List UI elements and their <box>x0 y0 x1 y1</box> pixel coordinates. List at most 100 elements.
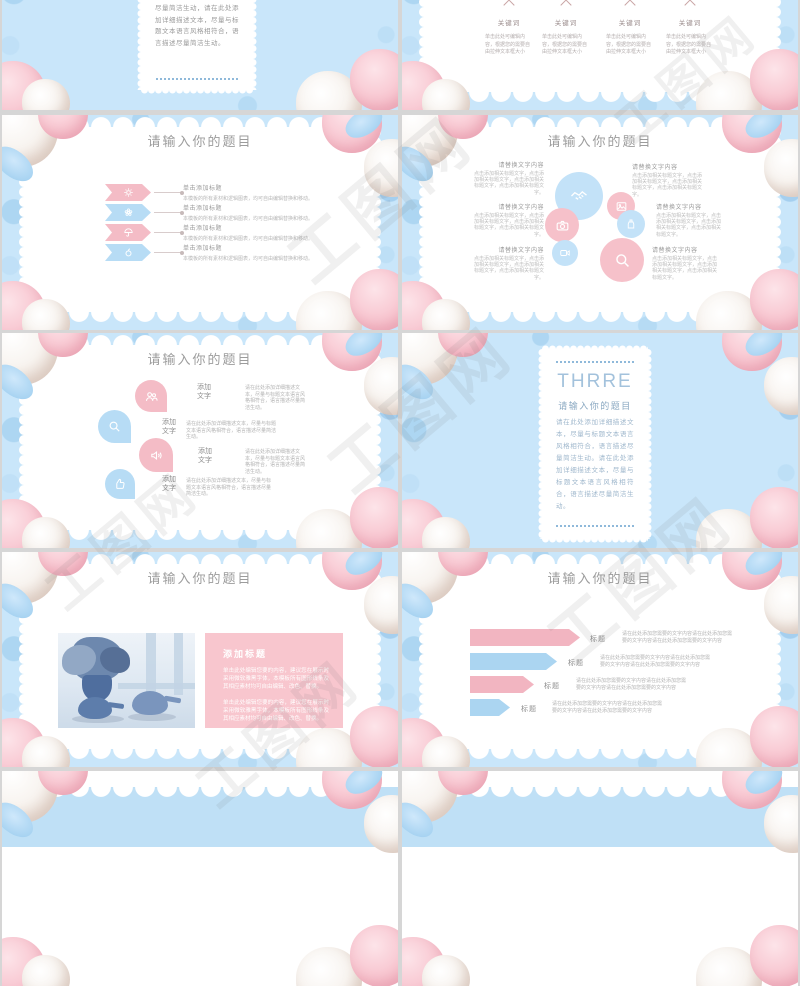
stamp-panel: THRRE 请输入你的题目 请在此处添加详细描述文本，尽量与标题文本语言风格相符… <box>536 343 654 545</box>
text-block: 请替换文字内容 点击添加相关标题文字，点击添加相关标题文字，点击添加相关标题文字… <box>632 162 702 198</box>
droplet-body: 请在此处添加详细描述文本，尽量与标题文本语言风格相符合，语言描述尽量简洁生动。 <box>245 385 306 411</box>
plant-pot <box>82 675 112 701</box>
connector-line <box>154 250 184 255</box>
bubble-circle <box>600 238 644 282</box>
keyword-body: 单击此处可编辑内容，根据您的需要自由拉伸文本框大小 <box>485 34 531 55</box>
text-block: 请替换文字内容 点击添加相关标题文字，点击添加相关标题文字，点击添加相关标题文字… <box>474 245 544 281</box>
flag-body: 本模板的所有素材和逻辑图表，均可自由编辑替换和移动。 <box>183 256 314 262</box>
text-block: 请替换文字内容 点击添加相关标题文字，点击添加相关标题文字，点击添加相关标题文字… <box>474 160 544 196</box>
team-icon <box>144 389 159 404</box>
slide-thumb-partial <box>2 771 398 986</box>
magnifier-icon <box>613 251 632 270</box>
slide-title: 请输入你的题目 <box>147 571 253 586</box>
text-block: 请替换文字内容 点击添加相关标题文字，点击添加相关标题文字，点击添加相关标题文字… <box>656 202 722 238</box>
stamp-body-text: 尽量简洁生动，请在此处添加详细描述文本，尽量与标题文本语言风格相符合，语言描述尽… <box>155 5 239 47</box>
flag-text: 单击添加标题 本模板的所有素材和逻辑图表，均可自由编辑替换和移动。 <box>183 203 363 222</box>
arrow-label: 标题 <box>568 660 584 667</box>
camera-icon <box>555 218 570 233</box>
keyword-heading: 关键词 <box>618 20 642 27</box>
droplet-shape <box>98 410 131 443</box>
box-paragraph: 单击此处编辑您要的内容，建议您在展示时采用微软雅黑字体，本模板所有图形线条及其相… <box>223 668 329 690</box>
dotted-separator <box>155 78 239 80</box>
video-icon <box>559 247 571 259</box>
droplet-shape <box>135 380 167 412</box>
block-body: 点击添加相关标题文字，点击添加相关标题文字，点击添加相关标题文字，点击添加相关标… <box>474 213 545 238</box>
block-heading: 请替换文字内容 <box>656 205 702 211</box>
flag-text: 单击添加标题 本模板的所有素材和逻辑图表，均可自由编辑替换和移动。 <box>183 183 363 202</box>
flag-body: 本模板的所有素材和逻辑图表，均可自由编辑替换和移动。 <box>183 216 314 222</box>
chevron-up-icon <box>560 0 572 11</box>
block-body: 点击添加相关标题文字，点击添加相关标题文字，点击添加相关标题文字，点击添加相关标… <box>632 173 703 198</box>
flag-banner <box>105 244 151 261</box>
keyword-column: 关键词 单击此处可编辑内容，根据您的需要自由拉伸文本框大小 <box>599 0 661 57</box>
slide-thumb-droplets: 请输入你的题目 添加文字 请在此处添加详细描述文本，尽量与标题文本语言风格相符合… <box>2 333 398 548</box>
keyword-column: 关键词 单击此处可编辑内容，根据您的需要自由拉伸文本框大小 <box>478 0 540 57</box>
arrow-label: 标题 <box>590 636 606 643</box>
flower-icon <box>123 207 134 218</box>
flag-heading: 单击添加标题 <box>183 246 223 252</box>
droplet-label: 添加文字 <box>162 476 176 492</box>
arrow-body: 请在此处添加您需要的文字内容请在此处添加您需要的文字内容请在此处添加您需要的文字… <box>622 631 733 644</box>
block-body: 点击添加相关标题文字，点击添加相关标题文字，点击添加相关标题文字，点击添加相关标… <box>652 256 718 281</box>
droplet-body: 请在此处添加详细描述文本，尽量与标题文本语言风格相符合，语言描述尽量简洁生动。 <box>186 478 272 497</box>
block-heading: 请替换文字内容 <box>632 165 678 171</box>
slide-title: 请输入你的题目 <box>547 571 653 586</box>
handshake-icon <box>569 186 589 206</box>
keyword-body: 单击此处可编辑内容，根据您的需要自由拉伸文本框大小 <box>666 34 712 55</box>
bubble-circle <box>617 210 645 238</box>
block-heading: 请替换文字内容 <box>498 163 544 169</box>
box-paragraph: 单击此处编辑您要的内容，建议您在展示时采用微软雅黑字体，本模板所有图形线条及其相… <box>223 700 329 722</box>
umbrella-icon <box>123 227 134 238</box>
flag-text: 单击添加标题 本模板的所有素材和逻辑图表，均可自由编辑替换和移动。 <box>183 243 363 262</box>
block-body: 点击添加相关标题文字，点击添加相关标题文字，点击添加相关标题文字，点击添加相关标… <box>656 213 722 238</box>
flag-heading: 单击添加标题 <box>183 226 223 232</box>
arrow-bar <box>470 676 534 693</box>
block-heading: 请替换文字内容 <box>652 248 698 254</box>
slide-title: 请输入你的题目 <box>147 134 253 149</box>
flag-banner <box>105 204 151 221</box>
droplet-body: 请在此处添加详细描述文本，尽量与标题文本语言风格相符合，语言描述尽量简洁生动。 <box>186 421 277 440</box>
slide-thumb-arrows: 请输入你的题目 标题 请在此处添加您需要的文字内容请在此处添加您需要的文字内容请… <box>402 552 798 767</box>
speaker-icon <box>149 448 164 463</box>
flag-heading: 单击添加标题 <box>183 186 223 192</box>
keyword-heading: 关键词 <box>554 20 578 27</box>
connector-line <box>154 230 184 235</box>
picture-icon <box>615 200 628 213</box>
arrow-bar <box>470 699 510 716</box>
droplet-body: 请在此处添加详细描述文本，尽量与标题文本语言风格相符合，语言描述尽量简洁生动。 <box>245 449 306 475</box>
dotted-separator <box>555 525 635 527</box>
text-block: 请替换文字内容 点击添加相关标题文字，点击添加相关标题文字，点击添加相关标题文字… <box>652 245 718 281</box>
keyword-heading: 关键词 <box>497 20 521 27</box>
slide-thumb-intro-stamp: 尽量简洁生动，请在此处添加详细描述文本，尽量与标题文本语言风格相符合，语言描述尽… <box>2 0 398 110</box>
arrow-bar <box>470 629 580 646</box>
ink-bottle-icon <box>625 218 637 230</box>
flag-body: 本模板的所有素材和逻辑图表，均可自由编辑替换和移动。 <box>183 196 314 202</box>
search-icon <box>107 419 122 434</box>
chevron-up-icon <box>503 0 515 11</box>
keyword-heading: 关键词 <box>678 20 702 27</box>
slide-title: 请输入你的题目 <box>147 352 253 367</box>
bubble-circle <box>552 240 578 266</box>
slide-thumb-partial <box>402 771 798 986</box>
shadow <box>72 715 124 723</box>
block-heading: 请替换文字内容 <box>498 205 544 211</box>
keyword-body: 单击此处可编辑内容，根据您的需要自由拉伸文本框大小 <box>542 34 588 55</box>
droplet-label: 添加文字 <box>197 384 211 400</box>
keyword-column: 关键词 单击此处可编辑内容，根据您的需要自由拉伸文本框大小 <box>659 0 721 57</box>
plant <box>62 637 130 681</box>
bubble-circle <box>545 208 579 242</box>
arrow-body: 请在此处添加您需要的文字内容请在此处添加您需要的文字内容请在此处添加您需要的文字… <box>600 655 711 668</box>
section-heading: THRRE <box>557 371 633 392</box>
slide-title: 请输入你的题目 <box>547 134 653 149</box>
droplet-shape <box>105 469 135 499</box>
arrow-label: 标题 <box>544 683 560 690</box>
chevron-up-icon <box>684 0 696 11</box>
slide-white-panel <box>24 345 376 530</box>
box-heading: 添加标题 <box>223 649 268 659</box>
droplet-label: 添加文字 <box>162 419 176 435</box>
block-body: 点击添加相关标题文字，点击添加相关标题文字，点击添加相关标题文字，点击添加相关标… <box>474 256 545 281</box>
window-frame <box>174 633 183 695</box>
window-frame <box>146 633 156 695</box>
arrow-body: 请在此处添加您需要的文字内容请在此处添加您需要的文字内容请在此处添加您需要的文字… <box>576 678 687 691</box>
